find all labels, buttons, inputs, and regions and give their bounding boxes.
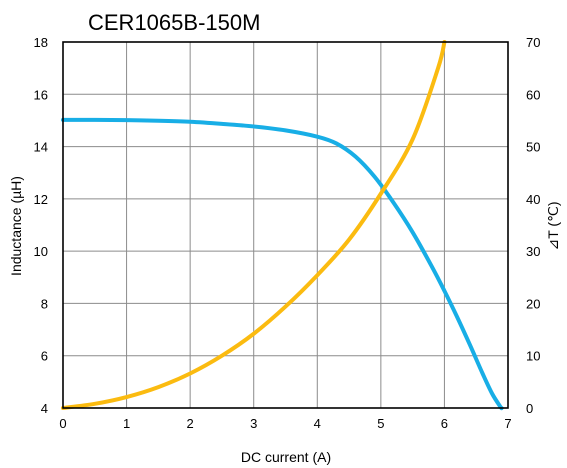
chart-title: CER1065B-150M — [88, 10, 260, 35]
x-tick-label: 0 — [59, 416, 66, 431]
temperature-rise-curve — [61, 40, 447, 410]
grid-lines — [62, 41, 509, 409]
y-left-tick-label: 18 — [34, 35, 48, 50]
x-tick-label: 4 — [314, 416, 321, 431]
x-tick-label: 1 — [123, 416, 130, 431]
y-right-tick-label: 0 — [526, 401, 533, 416]
y-left-tick-label: 10 — [34, 244, 48, 259]
y-right-tick-label: 70 — [526, 35, 540, 50]
y-left-tick-label: 4 — [41, 401, 48, 416]
y-axis-left-label: Inductance (µH) — [8, 176, 24, 276]
x-tick-label: 5 — [377, 416, 384, 431]
y-right-tick-label: 50 — [526, 140, 540, 155]
y-right-tick-label: 10 — [526, 349, 540, 364]
y-right-tick-label: 60 — [526, 87, 540, 102]
y-left-tick-label: 6 — [41, 349, 48, 364]
y-right-tick-label: 40 — [526, 192, 540, 207]
y-axis-right-label: ⊿T (℃) — [545, 202, 561, 251]
x-tick-label: 7 — [504, 416, 511, 431]
y-right-tick-label: 20 — [526, 296, 540, 311]
inductance-curve — [61, 117, 504, 411]
y-right-tick-label: 30 — [526, 244, 540, 259]
x-tick-label: 2 — [187, 416, 194, 431]
y-left-tick-label: 8 — [41, 296, 48, 311]
x-tick-label: 6 — [441, 416, 448, 431]
y-left-tick-label: 16 — [34, 87, 48, 102]
x-axis-label: DC current (A) — [241, 449, 331, 465]
curves — [61, 40, 504, 411]
plot-frame — [62, 41, 509, 409]
y-left-tick-label: 12 — [34, 192, 48, 207]
x-tick-label: 3 — [250, 416, 257, 431]
y-left-tick-label: 14 — [34, 140, 48, 155]
